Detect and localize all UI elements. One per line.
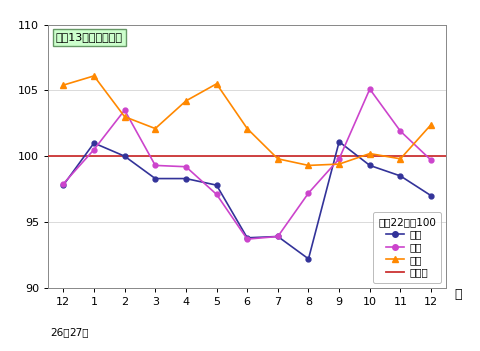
Text: 26年: 26年 [50, 327, 70, 337]
Legend: 生産, 出荷, 在庫, 基準値: 生産, 出荷, 在庫, 基準値 [373, 212, 441, 283]
Text: 27年: 27年 [70, 327, 89, 337]
Text: 最近13か月間の動き: 最近13か月間の動き [56, 32, 123, 42]
Text: 月: 月 [455, 288, 462, 301]
